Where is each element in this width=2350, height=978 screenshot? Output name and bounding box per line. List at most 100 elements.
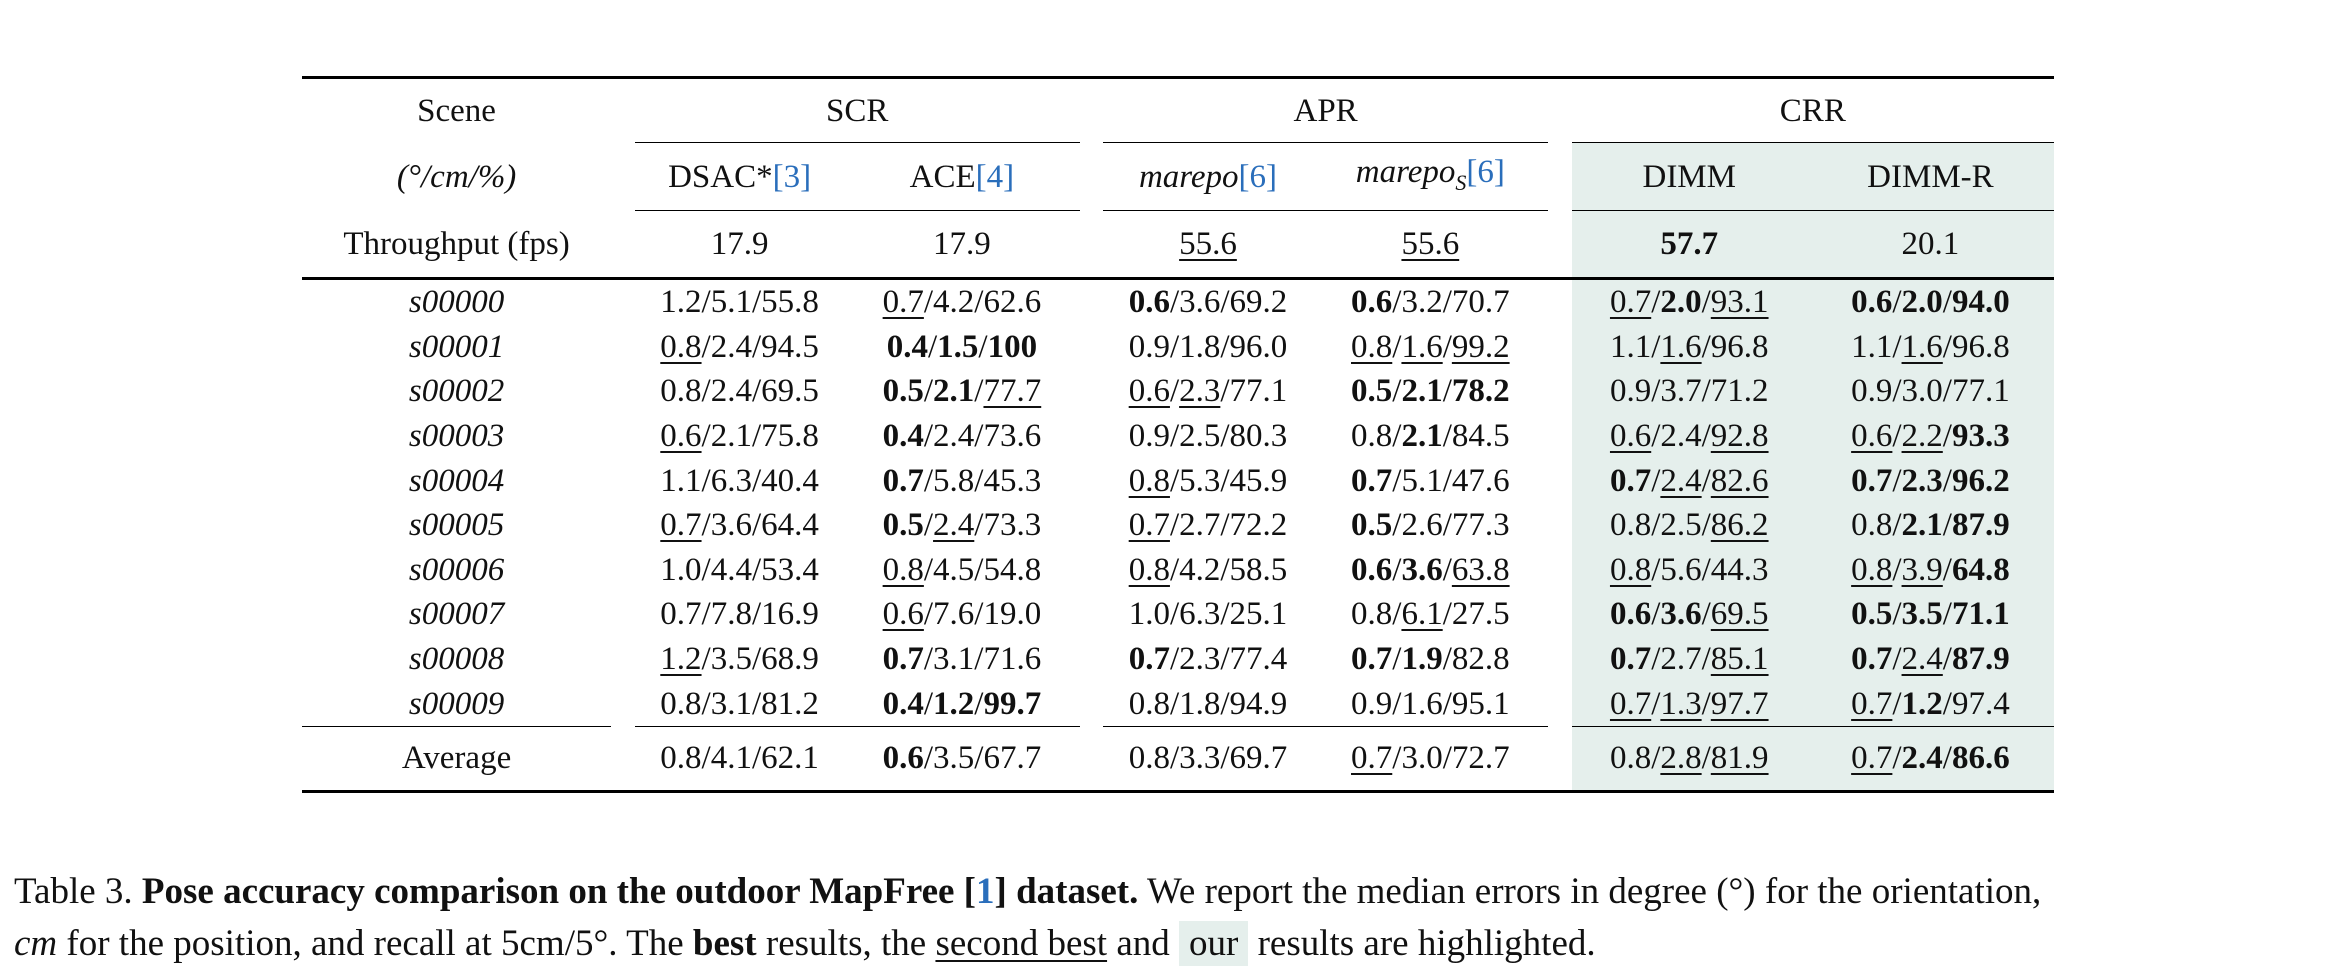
result-cell: 0.7/1.2/97.4 [1806, 681, 2054, 726]
result-cell: 0.6/2.1/75.8 [660, 418, 819, 455]
result-cell: 0.5/2.6/77.3 [1351, 507, 1510, 544]
result-cell: 0.7/3.0/72.7 [1312, 725, 1549, 793]
scene-label: s00007 [408, 596, 505, 633]
method-marepo: marepo[6] [1103, 143, 1314, 211]
scene-label: s00002 [408, 373, 505, 410]
result-cell: 0.4/1.2/99.7 [882, 685, 1042, 722]
result-cell: 0.7/3.6/64.4 [660, 507, 819, 544]
result-cell: 0.7/2.3/77.4 [1128, 641, 1288, 678]
result-cell: 0.7/7.8/16.9 [660, 596, 819, 633]
result-cell: 0.8/2.8/81.9 [1571, 725, 1808, 793]
result-cell: 0.6/3.2/70.7 [1351, 284, 1510, 321]
throughput-value: 17.9 [844, 211, 1080, 280]
result-cell: 0.8/3.3/69.7 [1103, 725, 1314, 793]
result-cell: 0.5/2.1/78.2 [1351, 373, 1510, 410]
table-row: s00008 1.2/3.5/68.9 0.7/3.1/71.6 0.7/2.3/77… [302, 636, 2054, 682]
group-scr: SCR [634, 76, 1080, 144]
method-dimm-r: DIMM-R [1806, 143, 2055, 211]
result-cell: 0.8/2.4/94.5 [660, 328, 819, 365]
result-cell: 0.8/1.6/99.2 [1351, 328, 1510, 365]
result-cell: 0.8/2.1/87.9 [1806, 502, 2054, 548]
result-cell: 0.9/3.0/77.1 [1806, 369, 2054, 414]
scene-label: s00004 [408, 462, 505, 499]
result-cell: 0.4/1.5/100 [886, 328, 1038, 365]
result-cell: 0.7/2.7/72.2 [1128, 507, 1288, 544]
result-cell: 0.8/4.5/54.8 [882, 551, 1042, 588]
scene-label: Average [302, 725, 612, 793]
result-cell: 0.7/2.3/96.2 [1806, 458, 2054, 503]
result-cell: 0.6/2.0/94.0 [1806, 278, 2054, 325]
results-table: Scene SCR APR CRR (°/cm/%) DSAC*[3] ACE[… [302, 76, 2055, 793]
result-cell: 1.0/4.4/53.4 [660, 551, 819, 588]
method-marepo-s: marepoS[6] [1312, 143, 1549, 211]
result-cell: 0.6/2.3/77.1 [1128, 373, 1288, 410]
result-cell: 1.1/6.3/40.4 [660, 462, 819, 499]
result-cell: 0.9/1.6/95.1 [1351, 685, 1510, 722]
result-cell: 0.8/1.8/94.9 [1128, 685, 1288, 722]
throughput-row: Throughput (fps) 17.9 17.9 55.6 55.6 57.… [302, 211, 2054, 280]
group-apr: APR [1103, 76, 1548, 144]
group-crr: CRR [1571, 76, 2055, 144]
throughput-value: 57.7 [1571, 211, 1807, 280]
scene-label: s00000 [408, 284, 505, 321]
result-cell: 0.6/3.6/69.5 [1571, 592, 1807, 637]
result-cell: 1.0/6.3/25.1 [1128, 596, 1288, 633]
table-row: s00006 1.0/4.4/53.4 0.8/4.5/54.8 0.8/4.2/58… [302, 547, 2054, 593]
result-cell: 0.6/2.4/92.8 [1571, 413, 1807, 459]
result-cell: 0.8/2.4/69.5 [660, 373, 819, 410]
table-row: s00003 0.6/2.1/75.8 0.4/2.4/73.6 0.9/2.5/80… [302, 413, 2054, 459]
result-cell: 0.6/2.2/93.3 [1806, 413, 2054, 459]
result-cell: 0.5/3.5/71.1 [1806, 592, 2054, 637]
result-cell: 0.5/2.4/73.3 [882, 507, 1042, 544]
scene-label: s00009 [408, 685, 505, 722]
result-cell: 0.8/2.1/84.5 [1351, 418, 1510, 455]
scene-label: s00008 [408, 641, 505, 678]
header-row-methods: (°/cm/%) DSAC*[3] ACE[4] marepo[6] marep… [302, 143, 2055, 211]
method-dimm: DIMM [1571, 143, 1808, 211]
result-cell: 0.6/3.5/67.7 [844, 725, 1080, 793]
result-cell: 0.7/1.9/82.8 [1351, 641, 1510, 678]
result-cell: 0.7/2.4/82.6 [1571, 458, 1807, 503]
table-row: s00007 0.7/7.8/16.9 0.6/7.6/19.0 1.0/6.3/25… [302, 592, 2054, 637]
result-cell: 0.7/4.2/62.6 [882, 284, 1042, 321]
throughput-value: 17.9 [634, 211, 845, 280]
result-cell: 0.8/2.5/86.2 [1571, 502, 1807, 548]
result-cell: 0.7/3.1/71.6 [882, 641, 1042, 678]
throughput-value: 20.1 [1806, 211, 2054, 280]
result-cell: 0.8/4.1/62.1 [634, 725, 845, 793]
result-cell: 0.8/6.1/27.5 [1351, 596, 1510, 633]
result-cell: 0.7/5.1/47.6 [1351, 462, 1510, 499]
table-row: s00004 1.1/6.3/40.4 0.7/5.8/45.3 0.8/5.3/45… [302, 458, 2054, 503]
table-row: s00000 1.2/5.1/55.8 0.7/4.2/62.6 0.6/3.6/69… [302, 278, 2054, 325]
result-cell: 0.6/3.6/69.2 [1128, 284, 1288, 321]
scene-label: s00001 [408, 328, 505, 365]
result-cell: 0.4/2.4/73.6 [882, 418, 1042, 455]
result-cell: 0.7/2.7/85.1 [1571, 636, 1807, 682]
result-cell: 0.6/3.6/63.8 [1351, 551, 1510, 588]
result-cell: 0.5/2.1/77.7 [882, 373, 1042, 410]
result-cell: 1.2/3.5/68.9 [660, 641, 819, 678]
result-cell: 0.7/2.4/86.6 [1806, 725, 2055, 793]
result-cell: 0.7/2.4/87.9 [1806, 636, 2054, 682]
result-cell: 0.8/3.9/64.8 [1806, 547, 2054, 593]
result-cell: 0.8/5.3/45.9 [1128, 462, 1288, 499]
result-cell: 0.7/1.3/97.7 [1571, 681, 1807, 726]
units-header: (°/cm/%) [396, 159, 517, 195]
table-row: s00001 0.8/2.4/94.5 0.4/1.5/100 0.9/1.8/96.… [302, 324, 2054, 370]
throughput-value: 55.6 [1312, 211, 1548, 280]
result-cell: 0.8/3.1/81.2 [660, 685, 819, 722]
scene-label: s00006 [408, 551, 505, 588]
result-cell: 0.7/2.0/93.1 [1571, 278, 1807, 325]
table-row: s00002 0.8/2.4/69.5 0.5/2.1/77.7 0.6/2.3/77… [302, 369, 2054, 414]
method-ace: ACE[4] [844, 143, 1080, 211]
method-dsac: DSAC*[3] [634, 143, 845, 211]
result-cell: 0.9/1.8/96.0 [1128, 328, 1288, 365]
result-cell: 1.2/5.1/55.8 [660, 284, 819, 321]
table-caption: Table 3. Pose accuracy comparison on the… [14, 871, 2042, 966]
result-cell: 0.7/5.8/45.3 [882, 462, 1042, 499]
table-row: s00005 0.7/3.6/64.4 0.5/2.4/73.3 0.7/2.7/72… [302, 502, 2054, 548]
result-cell: 0.6/7.6/19.0 [882, 596, 1042, 633]
result-cell: 0.9/3.7/71.2 [1571, 369, 1807, 414]
throughput-label: Throughput (fps) [302, 211, 612, 280]
